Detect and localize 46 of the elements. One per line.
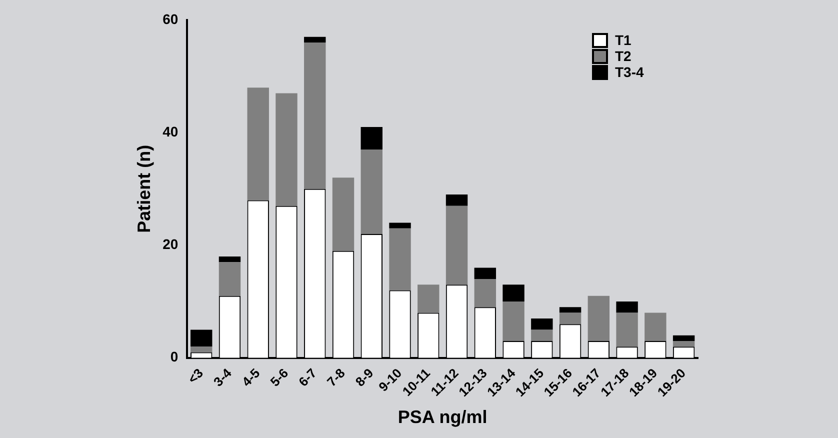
x-tick-label: <3 [184,365,206,387]
legend-label: T2 [615,48,632,64]
bar [418,284,440,313]
bar [672,340,695,347]
bar [616,302,638,313]
y-tick-label: 20 [162,236,178,252]
bar [559,307,582,313]
bar [446,206,468,285]
y-tick-label: 40 [162,123,178,140]
bar [531,318,553,330]
bar [360,126,382,150]
bar [502,284,524,302]
bar [304,36,326,43]
bar [218,262,241,296]
x-tick-label: 7-8 [324,365,348,390]
x-tick-label: 5-6 [267,365,292,390]
bar [304,42,326,189]
bar [559,312,582,324]
x-tick-label: 8-9 [352,365,376,390]
y-tick-label: 0 [170,348,178,365]
legend-label: T3-4 [615,64,644,80]
bar [502,302,524,341]
bar [672,335,695,341]
legend-label: T1 [615,32,632,48]
bar [474,268,496,280]
bar [190,346,212,352]
bar [218,256,241,262]
bar [616,312,638,347]
bar [588,296,610,341]
bar [276,93,298,206]
bar [247,88,269,200]
bar [644,312,666,341]
y-tick-label: 60 [162,10,178,27]
bar [190,330,212,347]
bar [531,330,553,341]
bar [360,150,382,234]
bar [474,279,496,308]
y-axis-title: Patient (n) [134,144,154,233]
bar [389,222,411,228]
bar [389,228,411,290]
x-axis-title: PSA ng/ml [398,407,488,428]
bar [332,178,354,251]
x-tick-label: 4-5 [238,365,263,390]
x-tick-label: 6-7 [296,365,320,390]
x-tick-label: 3-4 [210,364,235,390]
bar [446,194,468,206]
